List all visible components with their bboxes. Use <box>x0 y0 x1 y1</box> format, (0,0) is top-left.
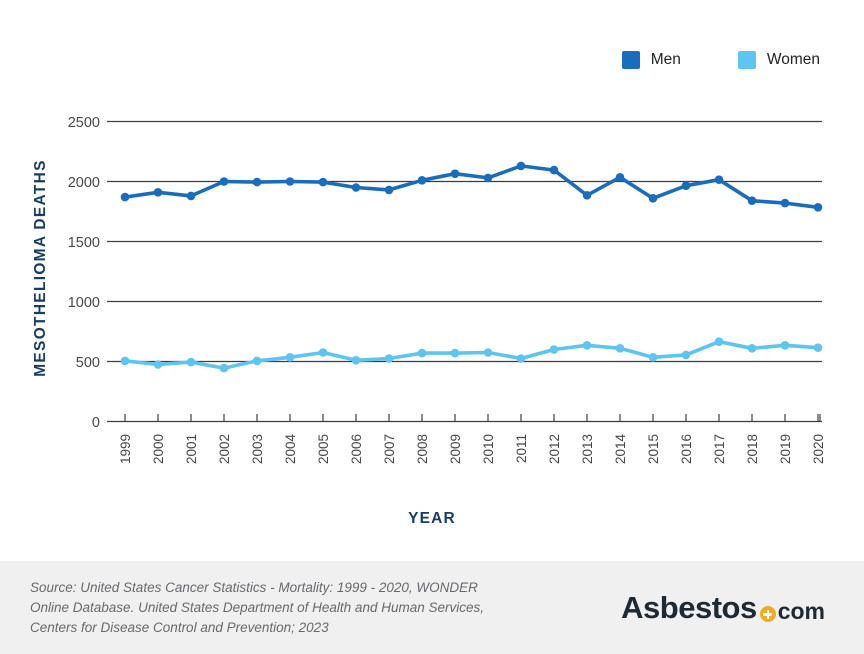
asbestos-com-logo: Asbestos com <box>621 592 825 623</box>
svg-text:1999: 1999 <box>118 434 133 464</box>
svg-text:2012: 2012 <box>547 434 562 464</box>
y-axis-title: MESOTHELIOMA DEATHS <box>32 159 49 377</box>
svg-text:2006: 2006 <box>349 434 364 464</box>
svg-text:2007: 2007 <box>382 434 397 464</box>
svg-text:2014: 2014 <box>613 434 628 465</box>
svg-text:2013: 2013 <box>580 434 595 464</box>
men-series-swatch-icon <box>621 51 640 69</box>
svg-text:2015: 2015 <box>646 434 661 464</box>
logo-tld: com <box>777 598 825 624</box>
legend-label-women: Women <box>766 51 820 68</box>
legend-item-men: Men <box>621 51 681 69</box>
source-citation: Source: United States Cancer Statistics … <box>30 578 484 638</box>
svg-text:2018: 2018 <box>745 434 760 464</box>
logo-wordmark: Asbestos <box>621 590 757 625</box>
svg-text:2010: 2010 <box>481 434 496 464</box>
svg-text:2020: 2020 <box>811 434 826 464</box>
svg-text:2009: 2009 <box>448 434 463 464</box>
footer: Source: United States Cancer Statistics … <box>0 561 864 654</box>
svg-text:2000: 2000 <box>151 434 166 464</box>
svg-text:1000: 1000 <box>68 295 100 311</box>
legend-item-women: Women <box>737 51 820 69</box>
svg-text:2000: 2000 <box>68 175 100 191</box>
svg-text:1500: 1500 <box>68 235 100 251</box>
svg-text:2008: 2008 <box>415 434 430 464</box>
chart-legend: Men Women <box>621 51 820 69</box>
svg-text:2017: 2017 <box>712 434 727 464</box>
svg-text:2001: 2001 <box>184 434 199 464</box>
svg-text:2019: 2019 <box>778 434 793 464</box>
plus-circle-icon <box>759 606 776 622</box>
svg-text:2011: 2011 <box>514 434 529 463</box>
svg-text:2005: 2005 <box>316 434 331 464</box>
x-axis-title: YEAR <box>408 510 456 527</box>
svg-text:0: 0 <box>92 415 100 431</box>
svg-text:2016: 2016 <box>679 434 694 464</box>
svg-text:2004: 2004 <box>283 434 298 465</box>
legend-label-men: Men <box>650 51 681 68</box>
svg-text:500: 500 <box>76 355 100 371</box>
source-line: Source: United States Cancer Statistics … <box>30 579 478 595</box>
line-chart-canvas: 0 500 1000 1500 2000 2500 1999 2000 2001 2002 2003… <box>68 115 826 465</box>
source-line: Centers for Disease Control and Preventi… <box>30 619 329 635</box>
source-line: Online Database. United States Departmen… <box>30 599 484 615</box>
svg-text:2003: 2003 <box>250 434 265 464</box>
mesothelioma-deaths-chart: 0 500 1000 1500 2000 2500 1999 2000 2001 2002 2003… <box>32 51 826 527</box>
svg-text:2002: 2002 <box>217 434 232 464</box>
women-series-swatch-icon <box>737 51 756 69</box>
svg-text:2500: 2500 <box>68 115 100 131</box>
